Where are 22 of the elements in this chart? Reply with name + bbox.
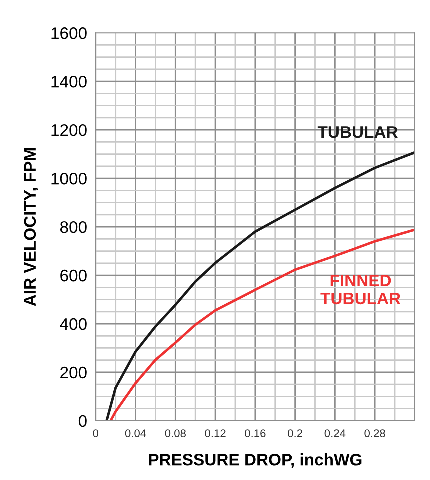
y-tick-label: 1000 bbox=[52, 172, 87, 185]
y-tick-label: 1400 bbox=[52, 76, 87, 88]
line-series bbox=[110, 228, 415, 421]
x-tick-label: 0.08 bbox=[165, 430, 186, 438]
y-tick-label: 400 bbox=[60, 318, 87, 330]
series-label: TUBULAR bbox=[318, 126, 398, 138]
y-axis-title: AIR VELOCITY, FPM bbox=[24, 148, 38, 306]
line-series bbox=[106, 151, 415, 421]
x-tick-label: 0.28 bbox=[364, 430, 386, 438]
x-tick-label: 0.12 bbox=[205, 430, 226, 438]
y-tick-label: 1200 bbox=[52, 124, 87, 136]
x-tick-label: 0.04 bbox=[125, 430, 146, 438]
y-tick-label: 600 bbox=[60, 270, 87, 282]
x-tick-label: 0.2 bbox=[288, 430, 302, 438]
x-tick-label: 0 bbox=[93, 430, 99, 438]
x-tick-label: 0.16 bbox=[245, 430, 266, 438]
y-tick-label: 200 bbox=[60, 366, 87, 379]
x-axis-title: PRESSURE DROP, inchWG bbox=[149, 454, 362, 468]
x-tick-label: 0.24 bbox=[324, 430, 346, 438]
y-tick-label: 800 bbox=[60, 221, 87, 234]
y-tick-label: 1600 bbox=[52, 28, 87, 40]
y-tick-label: 0 bbox=[78, 415, 87, 428]
